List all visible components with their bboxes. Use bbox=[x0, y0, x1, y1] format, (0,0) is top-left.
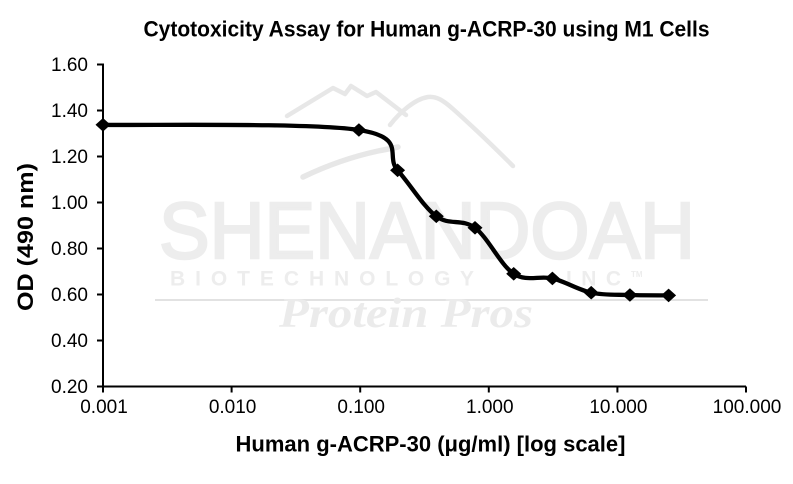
svg-text:0.010: 0.010 bbox=[209, 397, 257, 418]
svg-text:SHENANDOAH: SHENANDOAH bbox=[159, 186, 695, 275]
svg-text:1.00: 1.00 bbox=[51, 193, 88, 214]
svg-text:1.40: 1.40 bbox=[51, 101, 88, 122]
svg-text:0.60: 0.60 bbox=[51, 285, 88, 306]
svg-text:OD (490 nm): OD (490 nm) bbox=[13, 163, 38, 311]
svg-text:Human g-ACRP-30 (μg/ml) [log s: Human g-ACRP-30 (μg/ml) [log scale] bbox=[236, 432, 626, 457]
svg-text:10.000: 10.000 bbox=[589, 397, 647, 418]
svg-text:Protein Pros: Protein Pros bbox=[278, 291, 533, 337]
svg-text:1.000: 1.000 bbox=[466, 397, 514, 418]
svg-text:1.20: 1.20 bbox=[51, 147, 88, 168]
svg-text:100.000: 100.000 bbox=[713, 397, 782, 418]
svg-text:0.001: 0.001 bbox=[80, 397, 128, 418]
svg-text:0.80: 0.80 bbox=[51, 239, 88, 260]
svg-text:0.40: 0.40 bbox=[51, 331, 88, 352]
svg-text:Cytotoxicity Assay for Human g: Cytotoxicity Assay for Human g-ACRP-30 u… bbox=[144, 17, 710, 42]
svg-text:B I O T E C H N O L O G Y: B I O T E C H N O L O G Y bbox=[170, 268, 474, 291]
svg-text:0.20: 0.20 bbox=[51, 377, 88, 398]
svg-text:TM: TM bbox=[631, 270, 643, 279]
svg-text:0.100: 0.100 bbox=[337, 397, 385, 418]
svg-text:1.60: 1.60 bbox=[51, 55, 88, 76]
